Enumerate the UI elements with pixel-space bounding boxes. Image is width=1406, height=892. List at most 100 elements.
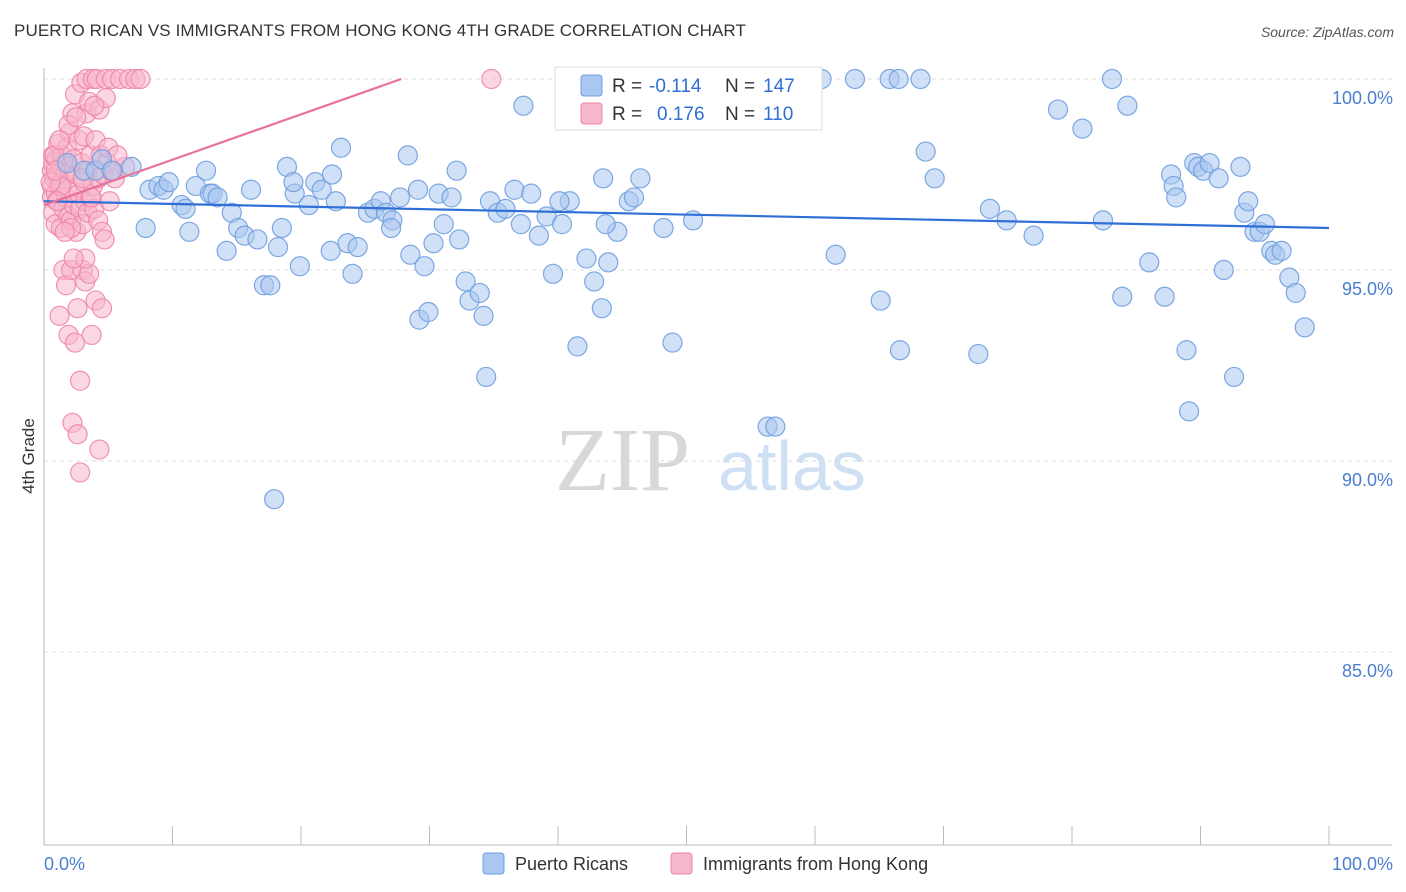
point-puerto-ricans <box>593 168 614 189</box>
point-puerto-ricans <box>216 240 237 261</box>
trend-lines <box>43 77 1330 230</box>
point-puerto-ricans <box>389 187 411 208</box>
point-hong-kong <box>81 324 102 346</box>
bottom-legend-swatch-hong-kong <box>670 852 693 875</box>
point-puerto-ricans <box>179 221 200 242</box>
point-hong-kong <box>67 298 88 319</box>
point-puerto-ricans <box>289 256 310 277</box>
x-tick-label-min: 0.0% <box>44 854 85 874</box>
point-puerto-ricans <box>330 137 352 158</box>
point-puerto-ricans <box>1047 99 1069 120</box>
point-puerto-ricans <box>584 271 605 292</box>
point-puerto-ricans <box>240 179 262 200</box>
point-puerto-ricans <box>102 160 123 181</box>
point-hong-kong <box>70 462 91 483</box>
point-hong-kong <box>54 221 75 242</box>
point-hong-kong <box>63 248 84 269</box>
bottom-legend-label-hong-kong: Immigrants from Hong Kong <box>703 854 928 874</box>
x-tick-label-max: 100.0% <box>1332 854 1393 874</box>
point-puerto-ricans <box>433 214 454 235</box>
point-puerto-ricans <box>298 194 319 216</box>
bottom-legend-swatch-puerto-ricans <box>482 852 505 875</box>
point-puerto-ricans <box>662 332 683 353</box>
point-hong-kong <box>130 68 151 90</box>
legend-n-value-2: 110 <box>763 104 793 125</box>
trend-line-hong-kong <box>43 77 402 207</box>
point-puerto-ricans <box>473 305 494 326</box>
point-puerto-ricans <box>1254 214 1275 235</box>
point-puerto-ricans <box>1223 366 1245 388</box>
point-puerto-ricans <box>623 187 645 208</box>
point-puerto-ricans <box>320 240 341 261</box>
point-puerto-ricans <box>513 95 534 116</box>
point-puerto-ricans <box>195 160 217 181</box>
point-puerto-ricans <box>870 290 891 311</box>
y-axis-label: 4th Grade <box>19 418 38 494</box>
point-puerto-ricans <box>1294 317 1315 338</box>
point-puerto-ricans <box>1154 286 1175 307</box>
point-puerto-ricans <box>455 271 476 292</box>
legend-r-label-2: R = <box>612 104 642 125</box>
legend-r-value-2: 0.176 <box>657 104 705 125</box>
point-puerto-ricans <box>207 187 228 208</box>
point-hong-kong <box>49 305 70 326</box>
point-hong-kong <box>64 332 86 353</box>
point-hong-kong <box>481 68 502 90</box>
point-puerto-ricans <box>1092 210 1114 231</box>
point-puerto-ricans <box>441 187 462 208</box>
point-puerto-ricans <box>653 217 674 239</box>
bottom-legend-label-puerto-ricans: Puerto Ricans <box>515 854 628 874</box>
y-tick-labels: 85.0% 90.0% 95.0% 100.0% <box>1332 88 1393 681</box>
point-puerto-ricans <box>283 172 304 193</box>
point-puerto-ricans <box>844 68 866 90</box>
bottom-legend: Puerto Ricans Immigrants from Hong Kong <box>482 852 928 875</box>
point-puerto-ricans <box>446 160 467 181</box>
x-ticks <box>43 826 1330 845</box>
point-puerto-ricans <box>825 244 846 265</box>
point-puerto-ricans <box>576 248 597 269</box>
y-tick-label: 85.0% <box>1342 661 1393 681</box>
point-puerto-ricans <box>380 217 402 239</box>
point-puerto-ricans <box>765 416 786 437</box>
point-puerto-ricans <box>495 198 516 219</box>
point-puerto-ricans <box>342 263 363 284</box>
point-puerto-ricans <box>1176 340 1197 361</box>
point-puerto-ricans <box>247 229 268 250</box>
point-puerto-ricans <box>888 68 909 90</box>
point-puerto-ricans <box>400 244 421 265</box>
point-puerto-ricans <box>321 164 343 185</box>
legend-swatch-puerto-ricans <box>580 74 603 97</box>
point-hong-kong <box>67 424 88 445</box>
point-puerto-ricans <box>260 275 281 296</box>
series-puerto-ricans-points <box>57 68 1315 510</box>
point-puerto-ricans <box>1101 68 1123 90</box>
point-puerto-ricans <box>135 217 156 239</box>
point-puerto-ricans <box>1112 286 1133 307</box>
point-puerto-ricans <box>1072 118 1093 139</box>
y-tick-label: 95.0% <box>1342 279 1393 299</box>
point-puerto-ricans <box>551 214 573 235</box>
point-puerto-ricans <box>407 179 429 200</box>
point-puerto-ricans <box>1285 282 1306 304</box>
point-hong-kong <box>89 439 110 460</box>
source-label: Source: ZipAtlas.com <box>1260 24 1394 40</box>
point-puerto-ricans <box>264 489 285 510</box>
point-hong-kong <box>49 130 70 151</box>
point-puerto-ricans <box>1208 168 1229 189</box>
point-puerto-ricans <box>910 68 931 90</box>
legend-r-label-1: R = <box>612 76 642 97</box>
point-hong-kong <box>66 107 87 128</box>
point-puerto-ricans <box>1213 259 1234 281</box>
point-puerto-ricans <box>521 183 542 204</box>
point-puerto-ricans <box>1117 95 1138 116</box>
point-puerto-ricans <box>528 225 549 246</box>
point-puerto-ricans <box>598 252 619 273</box>
point-puerto-ricans <box>397 145 418 166</box>
point-puerto-ricans <box>979 198 1001 219</box>
point-puerto-ricans <box>418 301 439 323</box>
point-puerto-ricans <box>567 336 588 357</box>
point-puerto-ricans <box>158 172 179 193</box>
point-hong-kong <box>70 370 91 391</box>
point-puerto-ricans <box>1178 401 1200 422</box>
